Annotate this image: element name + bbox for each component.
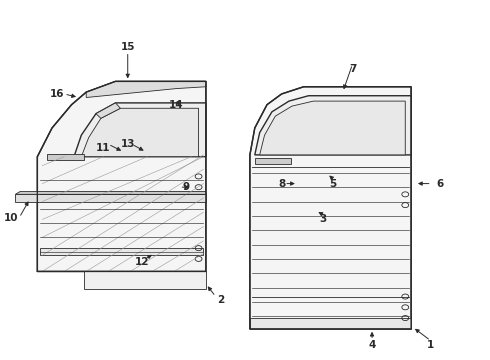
Text: 15: 15 [121,42,135,52]
Polygon shape [37,81,206,271]
Text: 7: 7 [349,64,356,74]
Text: 9: 9 [183,182,190,192]
Polygon shape [250,87,411,329]
Text: 12: 12 [135,257,149,267]
Bar [47,154,84,160]
Text: 6: 6 [437,179,444,189]
Polygon shape [255,96,411,155]
Polygon shape [260,101,405,155]
Polygon shape [40,248,203,255]
Text: 4: 4 [368,340,376,350]
Polygon shape [81,108,198,157]
Text: 3: 3 [319,215,327,224]
Polygon shape [250,318,411,329]
Polygon shape [84,271,206,289]
Text: 13: 13 [121,139,135,149]
Text: 11: 11 [96,143,111,153]
Text: 2: 2 [217,295,224,305]
Polygon shape [15,192,206,194]
Text: 5: 5 [329,179,337,189]
Bar [255,158,292,163]
Polygon shape [96,103,121,118]
Text: 1: 1 [427,340,434,350]
Text: 8: 8 [278,179,285,189]
Text: 16: 16 [49,89,64,99]
Text: 14: 14 [169,100,184,110]
Polygon shape [86,81,206,98]
Polygon shape [74,103,206,157]
Text: 10: 10 [4,213,19,222]
Polygon shape [15,194,206,202]
